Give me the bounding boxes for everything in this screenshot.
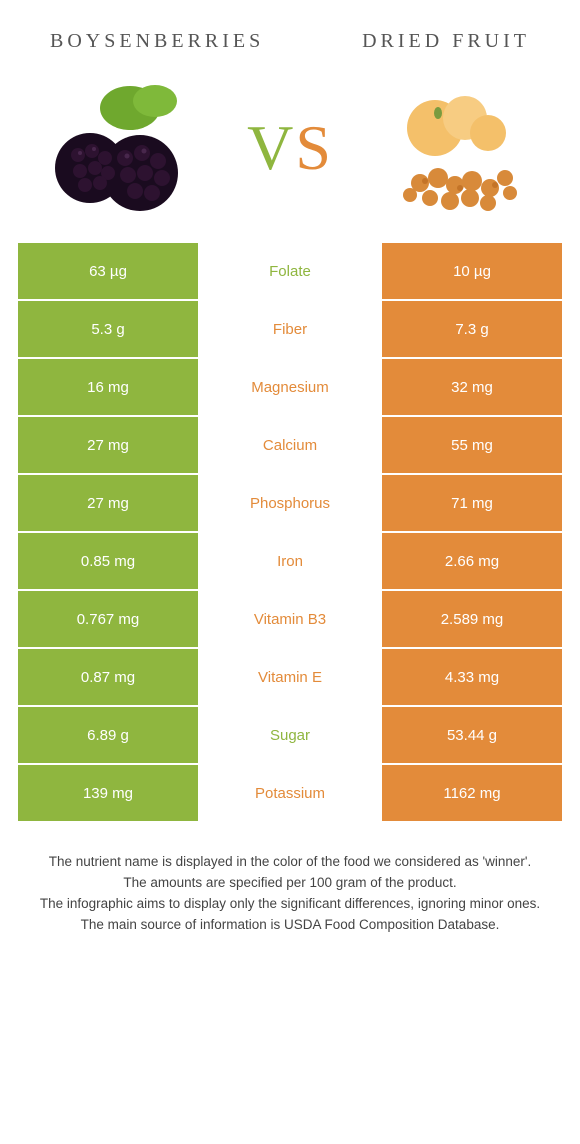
nutrient-name: Vitamin E — [198, 649, 382, 705]
nutrient-left-value: 6.89 g — [18, 707, 198, 763]
nutrient-left-value: 16 mg — [18, 359, 198, 415]
vs-v: V — [247, 112, 295, 183]
nutrient-right-value: 10 µg — [382, 243, 562, 299]
nutrient-right-value: 2.589 mg — [382, 591, 562, 647]
nutrient-row: 0.767 mgVitamin B32.589 mg — [18, 591, 562, 647]
nutrient-row: 27 mgPhosphorus71 mg — [18, 475, 562, 531]
nutrient-right-value: 1162 mg — [382, 765, 562, 821]
nutrient-table: 63 µgFolate10 µg5.3 gFiber7.3 g16 mgMagn… — [0, 243, 580, 821]
nutrient-name: Potassium — [198, 765, 382, 821]
header: BOYSENBERRIES DRIED FRUIT — [0, 0, 580, 63]
nutrient-left-value: 0.767 mg — [18, 591, 198, 647]
footer-line-3: The infographic aims to display only the… — [20, 895, 560, 914]
nutrient-right-value: 53.44 g — [382, 707, 562, 763]
nutrient-left-value: 63 µg — [18, 243, 198, 299]
nutrient-name: Folate — [198, 243, 382, 299]
nutrient-right-value: 4.33 mg — [382, 649, 562, 705]
footer-notes: The nutrient name is displayed in the co… — [0, 823, 580, 935]
dried-fruit-image — [360, 73, 550, 223]
vs-label: VS — [247, 111, 333, 185]
nutrient-right-value: 32 mg — [382, 359, 562, 415]
footer-line-2: The amounts are specified per 100 gram o… — [20, 874, 560, 893]
nutrient-right-value: 7.3 g — [382, 301, 562, 357]
nutrient-name: Sugar — [198, 707, 382, 763]
nutrient-name: Vitamin B3 — [198, 591, 382, 647]
nutrient-left-value: 0.85 mg — [18, 533, 198, 589]
nutrient-left-value: 5.3 g — [18, 301, 198, 357]
nutrient-row: 0.85 mgIron2.66 mg — [18, 533, 562, 589]
nutrient-name: Phosphorus — [198, 475, 382, 531]
nutrient-row: 0.87 mgVitamin E4.33 mg — [18, 649, 562, 705]
footer-line-1: The nutrient name is displayed in the co… — [20, 853, 560, 872]
nutrient-row: 139 mgPotassium1162 mg — [18, 765, 562, 821]
nutrient-name: Magnesium — [198, 359, 382, 415]
nutrient-name: Calcium — [198, 417, 382, 473]
footer-line-4: The main source of information is USDA F… — [20, 916, 560, 935]
nutrient-right-value: 71 mg — [382, 475, 562, 531]
nutrient-left-value: 27 mg — [18, 475, 198, 531]
nutrient-name: Fiber — [198, 301, 382, 357]
nutrient-row: 63 µgFolate10 µg — [18, 243, 562, 299]
nutrient-name: Iron — [198, 533, 382, 589]
left-food-title: BOYSENBERRIES — [50, 30, 264, 53]
nutrient-left-value: 139 mg — [18, 765, 198, 821]
nutrient-row: 16 mgMagnesium32 mg — [18, 359, 562, 415]
nutrient-row: 27 mgCalcium55 mg — [18, 417, 562, 473]
nutrient-row: 6.89 gSugar53.44 g — [18, 707, 562, 763]
nutrient-row: 5.3 gFiber7.3 g — [18, 301, 562, 357]
right-food-title: DRIED FRUIT — [362, 30, 530, 53]
nutrient-right-value: 55 mg — [382, 417, 562, 473]
nutrient-left-value: 27 mg — [18, 417, 198, 473]
vs-s: S — [295, 112, 333, 183]
nutrient-right-value: 2.66 mg — [382, 533, 562, 589]
images-row: VS — [0, 63, 580, 243]
nutrient-left-value: 0.87 mg — [18, 649, 198, 705]
boysenberries-image — [30, 73, 220, 223]
